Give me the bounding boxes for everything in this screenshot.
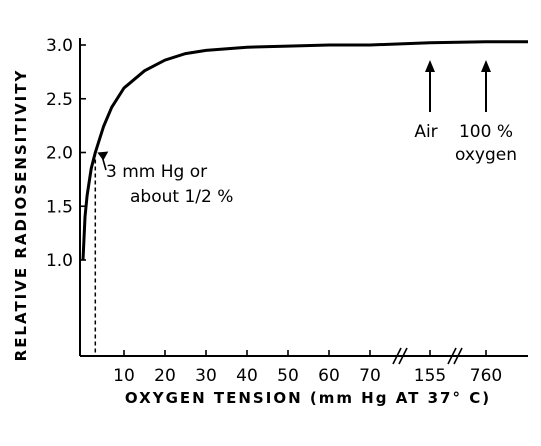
- x-tick-label: 70: [359, 366, 381, 386]
- axis-break-1: [392, 347, 408, 365]
- annotation-text-line1: 3 mm Hg or: [106, 162, 207, 182]
- axis-break-2: [447, 347, 463, 365]
- oxygen-arrowhead: [481, 60, 491, 72]
- oxygen-label-line1: 100 %: [459, 122, 513, 142]
- x-tick-label: 10: [113, 366, 135, 386]
- y-ticks: 1.0 1.5 2.0 2.5 3.0: [46, 36, 86, 271]
- annotation-arrowhead: [97, 151, 109, 161]
- x-tick-label: 760: [470, 366, 502, 386]
- data-curve: [81, 40, 528, 261]
- x-tick-label: 60: [318, 366, 340, 386]
- annotation-text-line2: about 1/2 %: [130, 187, 233, 207]
- y-tick-label: 2.5: [46, 90, 73, 110]
- y-axis-title: RELATIVE RADIOSENSITIVITY: [12, 69, 30, 362]
- x-ticks: 10 20 30 40 50 60 70 155 760: [113, 350, 502, 386]
- oxygen-label-line2: oxygen: [455, 145, 517, 165]
- y-tick-label: 1.0: [46, 251, 73, 271]
- x-tick-label: 40: [236, 366, 258, 386]
- air-arrowhead: [425, 60, 435, 72]
- y-tick-label: 3.0: [46, 36, 73, 56]
- air-label: Air: [414, 122, 437, 142]
- x-tick-label: 50: [277, 366, 299, 386]
- x-tick-label: 30: [195, 366, 217, 386]
- y-tick-label: 1.5: [46, 197, 73, 217]
- y-tick-label: 2.0: [46, 144, 73, 164]
- x-tick-label: 20: [154, 366, 176, 386]
- x-tick-label: 155: [414, 366, 446, 386]
- x-axis-title: OXYGEN TENSION (mm Hg AT 37° C): [125, 389, 491, 407]
